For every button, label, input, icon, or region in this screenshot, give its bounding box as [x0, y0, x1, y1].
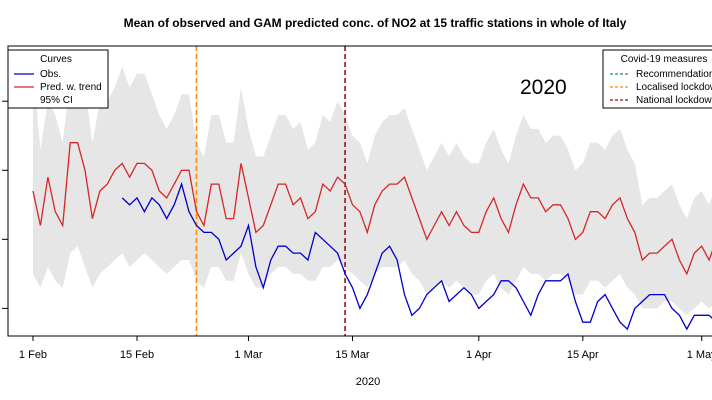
- legend-curves: Curves Obs. Pred. w. trend 95% CI: [7, 49, 109, 109]
- x-tick-label-4: 1 Apr: [466, 349, 492, 361]
- plot-frame: [7, 45, 712, 337]
- x-tick-label-0: 1 Feb: [19, 349, 47, 361]
- series-line-0: [32, 142, 712, 276]
- legend-measures-box: [602, 49, 712, 109]
- x-tick-label-1: 15 Feb: [120, 349, 154, 361]
- legend-curves-title: Curves: [40, 54, 72, 65]
- legend-measures: Covid-19 measures Recommendations Localis…: [602, 49, 712, 109]
- legend-curves-items-label-2: 95% CI: [40, 95, 73, 106]
- x-tick-label-5: 15 Apr: [567, 349, 599, 361]
- legend-curves-box: [7, 49, 109, 109]
- x-tick-label-3: 15 Mar: [335, 349, 370, 361]
- year-annotation: 2020: [520, 76, 567, 99]
- series-line-1: [121, 181, 712, 331]
- x-axis-label: 2020: [356, 376, 380, 388]
- x-tick-label-2: 1 Mar: [234, 349, 262, 361]
- legend-measures-items-label-0: Recommendations: [636, 69, 712, 80]
- legend-curves-items-label-1: Pred. w. trend: [40, 82, 102, 93]
- x-tick-label-6: 1 May: [687, 349, 712, 361]
- legend-curves-items-label-0: Obs.: [40, 69, 61, 80]
- legend-measures-items-label-1: Localised lockdown: [636, 82, 712, 93]
- ci-band: [33, 59, 712, 316]
- chart-title: Mean of observed and GAM predicted conc.…: [124, 16, 627, 30]
- legend-measures-title: Covid-19 measures: [621, 54, 708, 65]
- legend-measures-items-label-2: National lockdown: [636, 95, 712, 106]
